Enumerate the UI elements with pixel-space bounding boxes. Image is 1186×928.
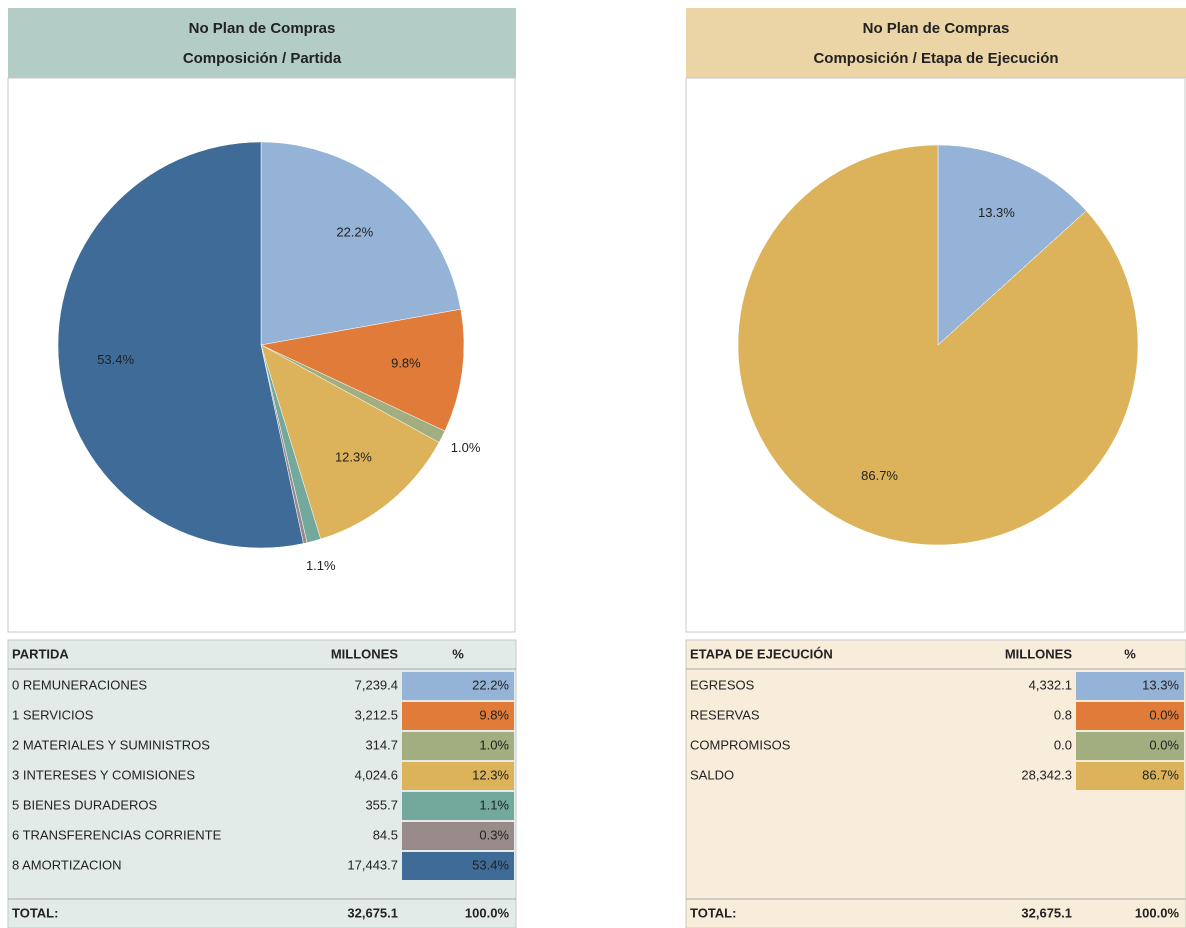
row-millones: 3,212.5 (355, 707, 398, 722)
pct-cell (402, 672, 514, 700)
row-name: EGRESOS (690, 677, 755, 692)
slice-label: 9.8% (391, 355, 421, 370)
column-header: MILLONES (331, 646, 398, 661)
total-millones: 32,675.1 (1021, 905, 1072, 920)
slice-label: 13.3% (978, 205, 1015, 220)
slice-label: 22.2% (336, 224, 373, 239)
row-name: SALDO (690, 767, 734, 782)
header (686, 8, 1186, 78)
chart-subtitle: Composición / Partida (183, 50, 342, 67)
pie-slice (260, 344, 440, 540)
row-name: COMPROMISOS (690, 737, 791, 752)
row-pct: 13.3% (1142, 677, 1179, 692)
pct-cell (402, 702, 514, 730)
chart-title: No Plan de Compras (863, 20, 1010, 37)
row-millones: 17,443.7 (347, 857, 398, 872)
pct-cell (402, 792, 514, 820)
pct-cell (1076, 762, 1184, 790)
total-pct: 100.0% (1135, 905, 1180, 920)
row-pct: 0.0% (1149, 737, 1179, 752)
pie-slice (260, 308, 465, 432)
row-millones: 4,024.6 (355, 767, 398, 782)
pie-slice (260, 141, 462, 346)
total-millones: 32,675.1 (347, 905, 398, 920)
row-pct: 1.0% (479, 737, 509, 752)
pct-cell (402, 732, 514, 760)
row-millones: 314.7 (365, 737, 398, 752)
row-name: RESERVAS (690, 707, 760, 722)
row-name: 6 TRANSFERENCIAS CORRIENTE (12, 827, 222, 842)
total-label: TOTAL: (690, 905, 736, 920)
column-header: % (452, 646, 464, 661)
row-pct: 0.0% (1149, 707, 1179, 722)
slice-label: 1.0% (451, 440, 481, 455)
row-name: 2 MATERIALES Y SUMINISTROS (12, 737, 210, 752)
row-name: 1 SERVICIOS (12, 707, 94, 722)
pie-slice (937, 144, 1087, 346)
slice-label: 86.7% (861, 468, 898, 483)
row-pct: 9.8% (479, 707, 509, 722)
pct-cell (402, 762, 514, 790)
total-label: TOTAL: (12, 905, 58, 920)
row-millones: 0.8 (1054, 707, 1072, 722)
slice-label: 1.1% (306, 558, 336, 573)
pct-cell (1076, 732, 1184, 760)
row-name: 3 INTERESES Y COMISIONES (12, 767, 195, 782)
row-pct: 86.7% (1142, 767, 1179, 782)
row-millones: 355.7 (365, 797, 398, 812)
column-header: ETAPA DE EJECUCIÓN (690, 646, 833, 661)
pct-cell (1076, 702, 1184, 730)
slice-label: 53.4% (97, 352, 134, 367)
slice-label: 12.3% (335, 450, 372, 465)
row-millones: 4,332.1 (1029, 677, 1072, 692)
row-millones: 0.0 (1054, 737, 1072, 752)
pie-slice (57, 141, 304, 549)
total-pct: 100.0% (465, 905, 510, 920)
row-pct: 22.2% (472, 677, 509, 692)
row-millones: 7,239.4 (355, 677, 398, 692)
row-pct: 53.4% (472, 857, 509, 872)
pct-cell (402, 852, 514, 880)
row-pct: 12.3% (472, 767, 509, 782)
row-name: 5 BIENES DURADEROS (12, 797, 158, 812)
column-header: MILLONES (1005, 646, 1072, 661)
row-pct: 0.3% (479, 827, 509, 842)
column-header: % (1124, 646, 1136, 661)
pct-cell (402, 822, 514, 850)
row-millones: 84.5 (373, 827, 398, 842)
pie-slice (737, 144, 1139, 546)
row-name: 0 REMUNERACIONES (12, 677, 147, 692)
row-millones: 28,342.3 (1021, 767, 1072, 782)
header (8, 8, 516, 78)
pct-cell (1076, 672, 1184, 700)
row-pct: 1.1% (479, 797, 509, 812)
chart-title: No Plan de Compras (189, 20, 336, 37)
chart-subtitle: Composición / Etapa de Ejecución (813, 50, 1058, 67)
row-name: 8 AMORTIZACION (12, 857, 122, 872)
column-header: PARTIDA (12, 646, 69, 661)
